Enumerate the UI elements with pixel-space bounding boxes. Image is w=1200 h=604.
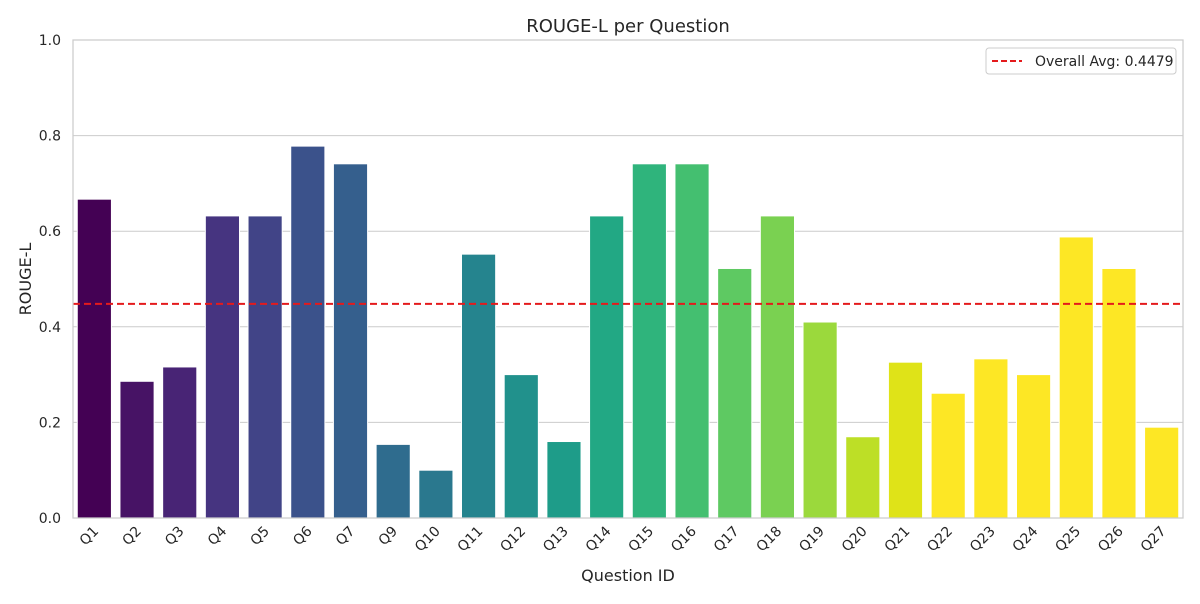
y-axis-label: ROUGE-L [16, 243, 35, 316]
x-tick-label: Q16 [668, 523, 700, 555]
x-tick-label: Q18 [754, 524, 786, 556]
bar-q7 [332, 163, 369, 519]
y-tick-label: 0.8 [39, 129, 61, 145]
bar-q17 [717, 267, 753, 519]
x-tick-label: Q7 [333, 524, 358, 549]
x-tick-label: Q20 [839, 524, 871, 556]
x-tick-label: Q24 [1010, 523, 1042, 555]
bar-q19 [802, 321, 838, 519]
x-tick-label: Q26 [1095, 523, 1127, 555]
x-tick-label: Q6 [290, 523, 315, 548]
x-tick-label: Q4 [205, 523, 230, 548]
x-tick-label: Q14 [583, 523, 615, 555]
bar-q24 [1016, 374, 1052, 519]
bar-q23 [973, 358, 1009, 519]
bars [76, 145, 1180, 519]
x-tick-label: Q10 [412, 524, 444, 556]
x-tick-label: Q1 [77, 524, 102, 549]
bar-q22 [930, 392, 966, 519]
x-tick-label: Q13 [540, 524, 572, 556]
x-tick-label: Q9 [376, 524, 401, 549]
x-tick-label: Q25 [1052, 524, 1084, 556]
x-tick-label: Q15 [625, 524, 657, 556]
bar-q10 [418, 469, 454, 519]
x-tick-label: Q5 [248, 524, 273, 549]
bar-q15 [631, 163, 667, 519]
y-tick-label: 0.4 [39, 320, 61, 336]
legend-label: Overall Avg: 0.4479 [1035, 54, 1174, 70]
x-tick-label: Q3 [162, 524, 187, 549]
bar-q2 [119, 380, 155, 519]
chart-title: ROUGE-L per Question [526, 16, 730, 37]
bar-q25 [1058, 236, 1094, 519]
bar-q9 [375, 443, 411, 519]
bar-q6 [290, 145, 326, 519]
x-tick-label: Q17 [711, 524, 743, 556]
bar-q20 [845, 436, 881, 519]
x-tick-label: Q19 [796, 524, 828, 556]
x-tick-label: Q22 [924, 524, 956, 556]
bar-q18 [759, 215, 795, 519]
x-tick-label: Q27 [1138, 524, 1170, 556]
bar-q1 [76, 198, 112, 519]
x-tick-labels: Q1 Q2 Q3 Q4 Q5 Q6 Q7 Q9 Q10 Q11 Q12 Q13 Q14 Q15 Q16 Q17… [77, 523, 1170, 555]
bar-q12 [503, 374, 539, 519]
bar-q3 [162, 366, 198, 519]
y-tick-label: 0.2 [39, 415, 61, 431]
legend-box [985, 47, 1177, 75]
y-tick-label: 0.0 [39, 511, 61, 527]
legend: Overall Avg: 0.4479 [985, 47, 1177, 75]
x-tick-label: Q2 [119, 524, 144, 549]
x-tick-label: Q11 [455, 524, 487, 556]
x-tick-label: Q23 [967, 524, 999, 556]
y-tick-labels: 0.0 0.2 0.4 0.6 0.8 1.0 [39, 33, 61, 527]
bar-q11 [461, 253, 497, 519]
x-tick-label: Q12 [497, 524, 529, 556]
bar-q5 [247, 215, 283, 519]
plot-frame [72, 39, 1184, 519]
y-tick-label: 1.0 [39, 33, 61, 49]
bar-q21 [887, 361, 924, 519]
x-tick-label: Q21 [882, 524, 914, 556]
bar-q14 [589, 215, 625, 519]
bar-q16 [674, 163, 710, 519]
bar-q26 [1101, 267, 1137, 519]
y-tick-label: 0.6 [39, 224, 61, 240]
bar-q4 [204, 215, 241, 519]
x-axis-label: Question ID [581, 566, 675, 585]
bar-q27 [1144, 426, 1180, 519]
bar-q13 [546, 441, 582, 519]
